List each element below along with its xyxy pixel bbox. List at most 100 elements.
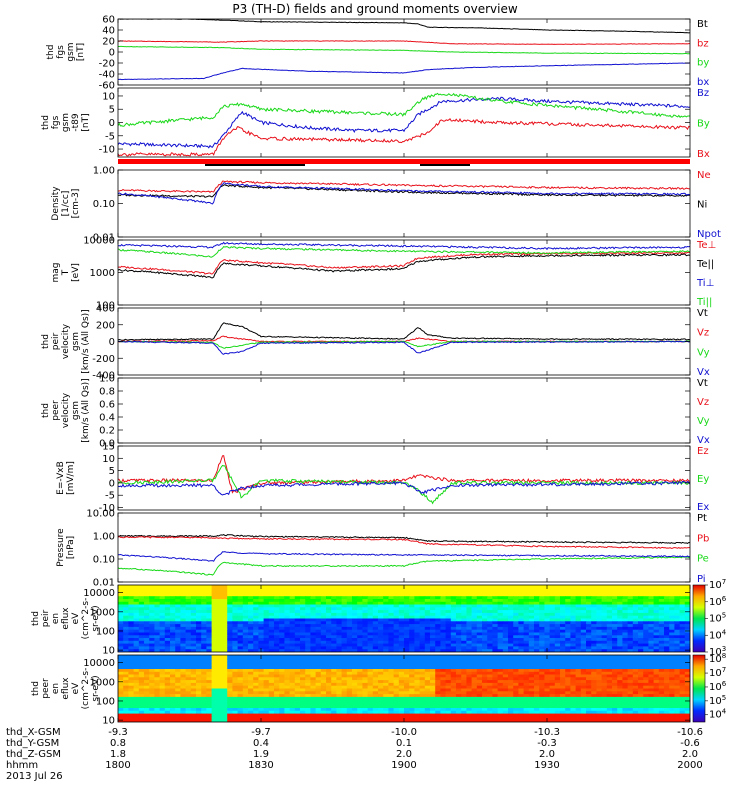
chart-title: P3 (TH-D) fields and ground moments over… xyxy=(232,2,517,16)
y-tick-label: 10.00 xyxy=(86,509,115,520)
x-row-value: 1800 xyxy=(105,760,130,771)
y-tick-label: 0 xyxy=(109,478,115,489)
x-row-value: -9.7 xyxy=(251,727,271,738)
legend-By: By xyxy=(697,119,710,130)
legend-Te⊥: Te⊥ xyxy=(696,240,716,251)
y-axis-label: fgs xyxy=(51,115,61,129)
colorbar-tick-label: 108 xyxy=(709,652,726,665)
legend-Ez: Ez xyxy=(697,446,709,457)
y-axis-label: en xyxy=(51,683,61,694)
legend-Ne: Ne xyxy=(697,170,711,181)
x-row-value: 1930 xyxy=(534,760,559,771)
colorbar-tick-label: 106 xyxy=(709,680,727,693)
y-axis-label: eflux xyxy=(61,677,71,700)
y-tick-label: -200 xyxy=(92,354,115,365)
y-axis-label: peir xyxy=(51,332,61,350)
panel-frame xyxy=(118,446,690,510)
colorbar-tick-label: 105 xyxy=(709,612,726,625)
legend-Ey: Ey xyxy=(697,474,709,485)
y-tick-label: 10 xyxy=(102,91,115,102)
legend-Ni: Ni xyxy=(697,200,707,211)
legend-Vx: Vx xyxy=(697,367,710,378)
legend-Bt: Bt xyxy=(697,19,708,30)
y-tick-label: 0.10 xyxy=(93,199,115,210)
y-tick-label: 10000 xyxy=(83,658,115,669)
y-axis-label: mag xyxy=(51,263,61,283)
y-axis-label: -t89 xyxy=(71,113,81,132)
x-row-value: -0.3 xyxy=(537,738,557,749)
y-tick-label: 200 xyxy=(96,320,115,331)
date-label: 2013 Jul 26 xyxy=(6,771,63,782)
y-axis-label: (cm^2-s- xyxy=(81,598,91,640)
y-axis-label: gsm xyxy=(66,42,76,61)
y-axis-label: peer xyxy=(41,678,51,699)
spectrogram-image xyxy=(118,585,691,653)
series-Ex-line xyxy=(118,482,690,495)
legend-bz: bz xyxy=(697,38,709,49)
series-Npot-line xyxy=(118,183,690,204)
y-axis-label: [km/s (All Qs)] xyxy=(81,378,91,442)
y-tick-label: 0.01 xyxy=(93,578,115,589)
y-tick-label: 1.00 xyxy=(93,532,115,543)
y-tick-label: 0.8 xyxy=(99,387,115,398)
y-axis-label: gsm xyxy=(61,113,71,132)
y-axis-label: Density xyxy=(51,186,61,221)
quality-flag-mark xyxy=(420,164,470,166)
y-tick-label: 1.0 xyxy=(99,374,115,385)
y-tick-label: 0.6 xyxy=(99,400,115,411)
legend-Npot: Npot xyxy=(697,229,721,240)
x-row-value: -10.3 xyxy=(534,727,560,738)
y-axis-label: eflux xyxy=(61,607,71,630)
legend-Pe: Pe xyxy=(697,554,709,565)
legend-Pb: Pb xyxy=(697,533,709,544)
y-tick-label: 0.2 xyxy=(99,426,115,437)
series-Pi-line xyxy=(118,552,690,562)
y-tick-label: 1.00 xyxy=(93,166,115,177)
y-tick-label: -10 xyxy=(99,145,115,156)
x-row-value: 0.4 xyxy=(253,738,269,749)
y-tick-label: -40 xyxy=(99,70,115,81)
y-axis-label: peer xyxy=(51,400,61,421)
panel-frame xyxy=(118,170,690,237)
y-tick-label: 0.4 xyxy=(99,413,115,424)
x-row-value: -0.6 xyxy=(680,738,700,749)
y-tick-label: 10 xyxy=(102,716,115,727)
x-row-value: 0.8 xyxy=(110,738,126,749)
y-tick-label: -5 xyxy=(105,491,115,502)
colorbar xyxy=(693,655,705,722)
colorbar-tick-label: 106 xyxy=(709,595,727,608)
y-axis-label: sr-eV) xyxy=(91,675,101,701)
x-row-value: 1900 xyxy=(391,760,416,771)
series-By-line xyxy=(118,93,690,126)
y-axis-label: gsm xyxy=(71,332,81,351)
y-tick-label: 60 xyxy=(102,15,115,26)
y-tick-label: 0 xyxy=(109,48,115,59)
x-row-value: 2.0 xyxy=(682,749,698,760)
series-Vx-line xyxy=(118,341,690,354)
x-row-value: 1.9 xyxy=(253,749,269,760)
y-axis-label: velocity xyxy=(61,323,71,359)
legend-Vz: Vz xyxy=(697,328,709,339)
y-tick-label: -60 xyxy=(99,81,115,92)
x-row-value: 0.1 xyxy=(396,738,412,749)
series-Ez-line xyxy=(118,456,690,493)
y-tick-label: 0 xyxy=(109,337,115,348)
x-row-label: thd_Z-GSM xyxy=(6,749,61,760)
legend-Bz: Bz xyxy=(697,88,709,99)
series-by-line xyxy=(118,46,690,53)
legend-Pi: Pi xyxy=(697,574,706,585)
y-tick-label: 10000 xyxy=(83,236,115,247)
y-axis-label: thd xyxy=(46,45,56,60)
y-axis-label: sr-eV) xyxy=(91,605,101,631)
legend-bx: bx xyxy=(697,77,709,88)
legend-Ti⊥: Ti⊥ xyxy=(696,278,714,289)
y-axis-label: thd xyxy=(41,403,51,418)
colorbar-tick-label: 104 xyxy=(709,708,727,721)
y-tick-label: 10 xyxy=(102,454,115,465)
